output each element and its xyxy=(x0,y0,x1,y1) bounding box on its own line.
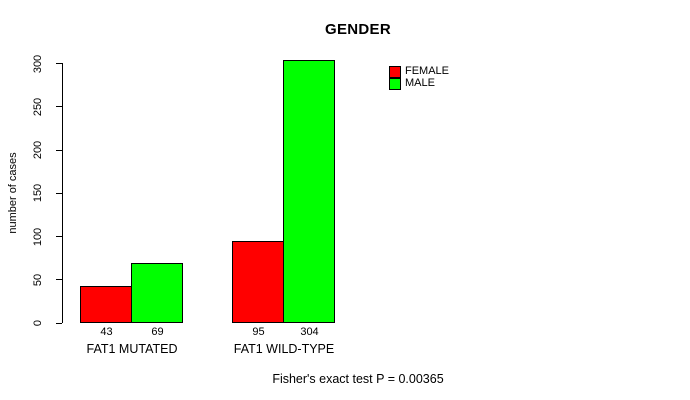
y-axis-title: number of cases xyxy=(7,152,19,234)
y-tick-mark xyxy=(56,192,62,194)
y-tick-mark xyxy=(56,322,62,324)
bar-male-1 xyxy=(131,263,183,323)
y-tick-label: 50 xyxy=(32,273,44,286)
y-tick-label: 250 xyxy=(32,97,44,116)
y-tick-label: 300 xyxy=(32,54,44,73)
bar-female-2 xyxy=(232,241,284,323)
legend-label: FEMALE xyxy=(405,65,450,77)
y-tick-label: 0 xyxy=(32,319,44,327)
bar-female-1 xyxy=(80,286,132,323)
category-label: FAT1 MUTATED xyxy=(86,342,178,356)
y-tick-mark xyxy=(56,236,62,237)
category-label: FAT1 WILD-TYPE xyxy=(233,342,335,356)
y-tick-mark xyxy=(56,279,62,281)
bar-value-label: 69 xyxy=(151,326,164,338)
y-tick-mark xyxy=(56,106,62,108)
bar-value-label: 43 xyxy=(100,326,113,338)
legend-swatch-female xyxy=(389,66,401,78)
legend-swatch-male xyxy=(389,78,401,90)
y-tick-mark xyxy=(56,149,62,151)
bar-value-label: 304 xyxy=(300,326,319,338)
bar-value-label: 95 xyxy=(252,326,265,338)
y-axis-line xyxy=(62,63,63,323)
bar-male-2 xyxy=(283,60,335,323)
y-tick-label: 150 xyxy=(32,184,44,203)
y-tick-label: 100 xyxy=(32,227,44,246)
chart-title: GENDER xyxy=(325,21,391,38)
fisher-test-annotation: Fisher's exact test P = 0.00365 xyxy=(272,372,444,386)
legend-label: MALE xyxy=(405,77,435,89)
y-tick-label: 200 xyxy=(32,140,44,160)
y-tick-mark xyxy=(56,63,62,64)
